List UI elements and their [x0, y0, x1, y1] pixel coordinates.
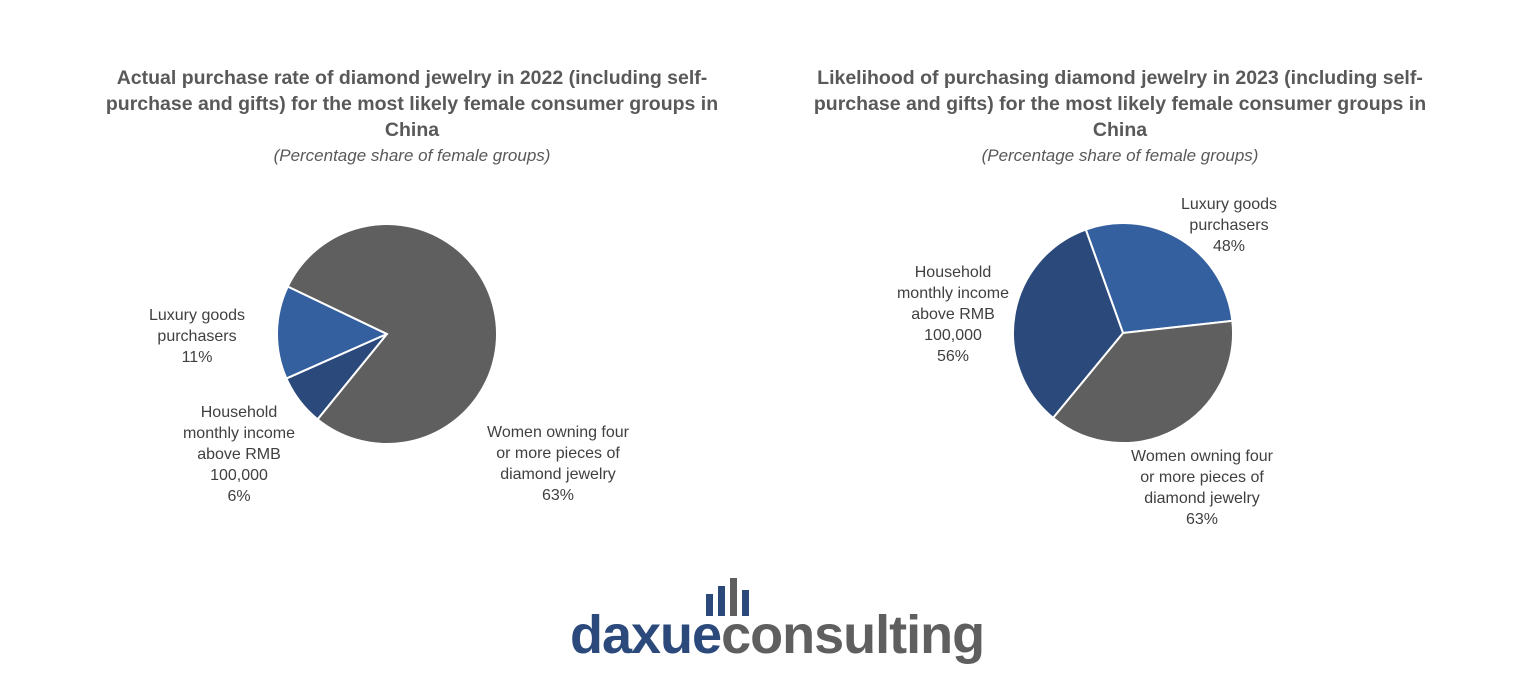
pie-slice — [276, 285, 390, 380]
slice-label: Luxury goods purchasers 11% — [140, 305, 255, 368]
value-label: 63% — [541, 487, 575, 504]
chart-title: Actual purchase rate of diamond jewelry … — [105, 67, 719, 141]
logo-bar — [718, 586, 725, 616]
logo: daxueconsulting — [570, 604, 985, 666]
logo-suffix: consulting — [721, 605, 985, 665]
category-label: Women owning four or more pieces of diam… — [1131, 448, 1273, 507]
pie-slice — [1084, 222, 1234, 335]
slice-label: Women owning four or more pieces of diam… — [481, 422, 636, 506]
category-label: Household monthly income above RMB 100,0… — [182, 404, 296, 484]
value-label: 63% — [1185, 511, 1219, 528]
slice-label: Household monthly income above RMB 100,0… — [886, 262, 1021, 367]
value-label: 48% — [1212, 238, 1246, 255]
pie-slice — [1012, 228, 1125, 420]
value-label: 6% — [227, 488, 251, 505]
logo-brand: daxue — [570, 605, 722, 665]
category-label: Household monthly income above RMB 100,0… — [896, 264, 1010, 344]
pie-slice — [286, 223, 498, 445]
value-label: 11% — [181, 349, 213, 366]
category-label: Luxury goods purchasers — [148, 307, 246, 345]
logo-bar — [742, 590, 749, 616]
chart-subtitle: (Percentage share of female groups) — [273, 146, 551, 165]
logo-bar — [706, 594, 713, 616]
slice-label: Women owning four or more pieces of diam… — [1125, 446, 1280, 530]
slice-label: Household monthly income above RMB 100,0… — [172, 402, 307, 507]
chart-title: Likelihood of purchasing diamond jewelry… — [813, 67, 1427, 141]
value-label: 56% — [936, 348, 970, 365]
slice-label: Luxury goods purchasers 48% — [1172, 194, 1287, 257]
category-label: Women owning four or more pieces of diam… — [487, 424, 629, 483]
pie-slice — [1051, 319, 1234, 444]
chart-subtitle: (Percentage share of female groups) — [981, 146, 1259, 165]
logo-bar — [730, 578, 737, 616]
category-label: Luxury goods purchasers — [1180, 196, 1278, 234]
logo-icon — [706, 578, 749, 616]
